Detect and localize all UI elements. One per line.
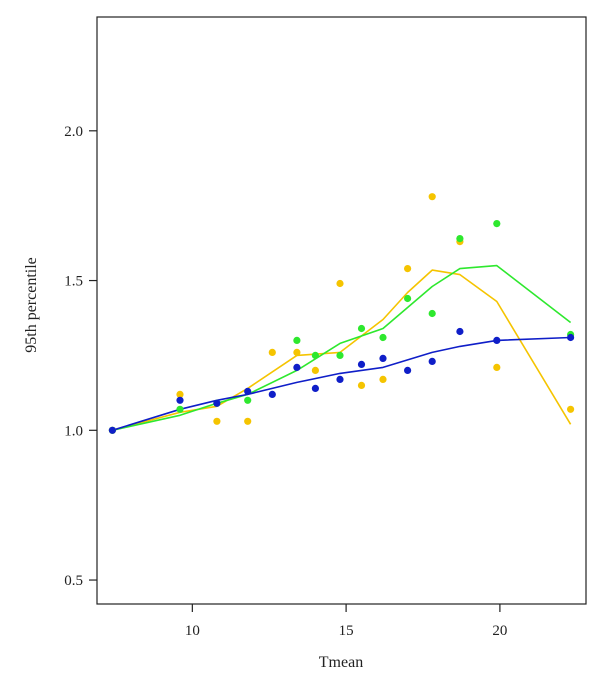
data-point-series-1: [176, 390, 184, 398]
data-point-series-2: [404, 294, 412, 303]
x-tick-label: 10: [185, 623, 200, 639]
data-point-series-2: [357, 324, 366, 333]
series-points: [108, 193, 575, 434]
data-point-series-2: [336, 351, 344, 359]
data-point-series-1: [567, 405, 575, 413]
y-tick-label: 2.0: [64, 124, 83, 140]
data-point-series-3: [108, 426, 116, 434]
data-point-series-3: [357, 360, 366, 368]
series-line-3: [112, 336, 571, 432]
data-point-series-2: [379, 333, 387, 342]
data-point-series-1: [404, 265, 412, 273]
data-point-series-1: [213, 417, 221, 425]
data-point-series-1: [268, 348, 276, 356]
data-point-series-3: [379, 354, 387, 362]
data-point-series-3: [311, 384, 319, 392]
data-point-series-2: [311, 351, 319, 359]
data-point-series-3: [244, 387, 252, 395]
data-point-series-3: [493, 336, 501, 344]
y-axis-title: 95th percentile: [23, 257, 40, 353]
data-point-series-2: [428, 309, 436, 318]
y-tick-label: 0.5: [64, 573, 83, 589]
data-point-series-3: [428, 357, 436, 365]
data-point-series-2: [456, 235, 464, 243]
x-axis-title: Tmean: [319, 654, 363, 671]
data-point-series-3: [293, 363, 301, 371]
data-point-series-2: [493, 220, 501, 228]
x-axis: 10 15 20: [185, 604, 507, 639]
data-point-series-1: [357, 381, 366, 389]
data-point-series-1: [428, 193, 436, 201]
data-point-series-3: [336, 375, 344, 383]
data-point-series-1: [493, 363, 501, 371]
data-point-series-1: [244, 417, 252, 425]
y-tick-label: 1.0: [64, 423, 83, 439]
data-point-series-3: [456, 327, 464, 336]
data-point-series-1: [293, 348, 301, 356]
series-line-2: [112, 264, 572, 432]
data-point-series-1: [379, 375, 387, 383]
x-tick-label: 15: [339, 623, 354, 639]
data-point-series-3: [176, 396, 184, 404]
data-point-series-1: [311, 366, 319, 374]
data-point-series-2: [244, 396, 252, 404]
data-point-series-3: [404, 366, 412, 374]
x-tick-label: 20: [492, 623, 507, 639]
data-point-series-3: [268, 390, 276, 398]
series-lines: [112, 264, 572, 432]
data-point-series-3: [567, 333, 575, 342]
data-point-series-1: [336, 279, 344, 288]
y-axis: 0.5 1.0 1.5 2.0: [64, 124, 97, 589]
plot-frame: [96, 16, 587, 605]
data-point-series-2: [176, 405, 184, 413]
data-point-series-3: [213, 399, 221, 407]
y-tick-label: 1.5: [64, 274, 83, 290]
data-point-series-2: [293, 336, 301, 344]
